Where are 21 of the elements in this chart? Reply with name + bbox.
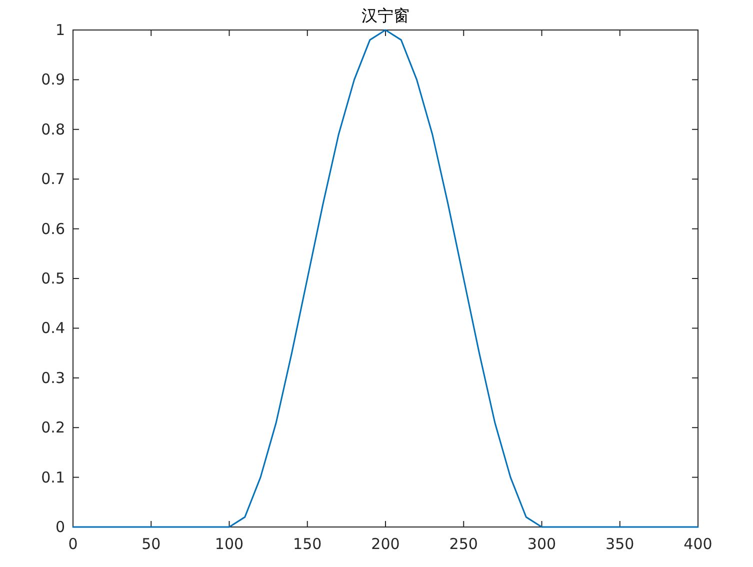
x-tick-label: 150 (293, 535, 322, 553)
x-tick-label: 350 (606, 535, 634, 553)
y-tick-label: 0.9 (41, 70, 65, 89)
y-tick-label: 0.1 (41, 468, 65, 486)
x-tick-label: 200 (371, 535, 400, 553)
x-tick-label: 50 (142, 535, 161, 553)
x-tick-label: 300 (527, 535, 556, 553)
chart-title: 汉宁窗 (362, 6, 410, 25)
y-tick-label: 0.3 (41, 368, 65, 387)
y-tick-label: 0.5 (41, 270, 65, 288)
y-tick-label: 0.2 (41, 418, 65, 437)
y-tick-label: 0.8 (41, 120, 65, 138)
x-tick-label: 0 (68, 535, 78, 553)
y-tick-label: 0.4 (41, 319, 65, 338)
x-tick-label: 400 (684, 535, 712, 553)
y-tick-label: 0.7 (41, 170, 65, 188)
x-tick-label: 100 (214, 535, 244, 553)
y-tick-label: 0 (55, 518, 65, 536)
y-tick-label: 0.6 (41, 220, 65, 238)
x-tick-label: 250 (449, 535, 478, 553)
y-tick-label: 1 (55, 21, 65, 39)
